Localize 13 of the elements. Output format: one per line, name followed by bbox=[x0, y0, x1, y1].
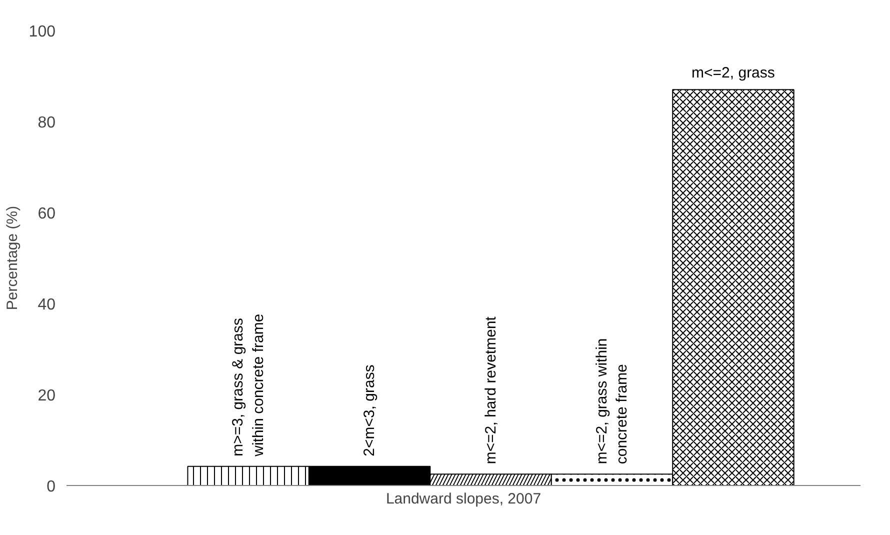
y-tick-label: 0 bbox=[46, 478, 56, 496]
y-tick-label: 20 bbox=[38, 388, 56, 404]
x-tick-label: m<=2, grass within concrete frame bbox=[593, 338, 631, 464]
y-axis-title: Percentage (%) bbox=[4, 206, 21, 310]
x-tick-label: m>=3, grass & grass within concrete frame bbox=[230, 314, 268, 458]
x-tick-label: m<=2, grass bbox=[692, 64, 775, 82]
y-tick-label: 60 bbox=[38, 206, 56, 222]
y-tick-label: 100 bbox=[28, 24, 56, 40]
x-tick-label: m<=2, hard revetment bbox=[482, 316, 500, 464]
y-tick-label: 80 bbox=[38, 114, 56, 132]
x-tick-label: 2<m<3, grass bbox=[361, 364, 378, 456]
y-tick-label: 40 bbox=[38, 296, 56, 314]
x-axis-title: Landward slopes, 2007 bbox=[386, 490, 542, 508]
